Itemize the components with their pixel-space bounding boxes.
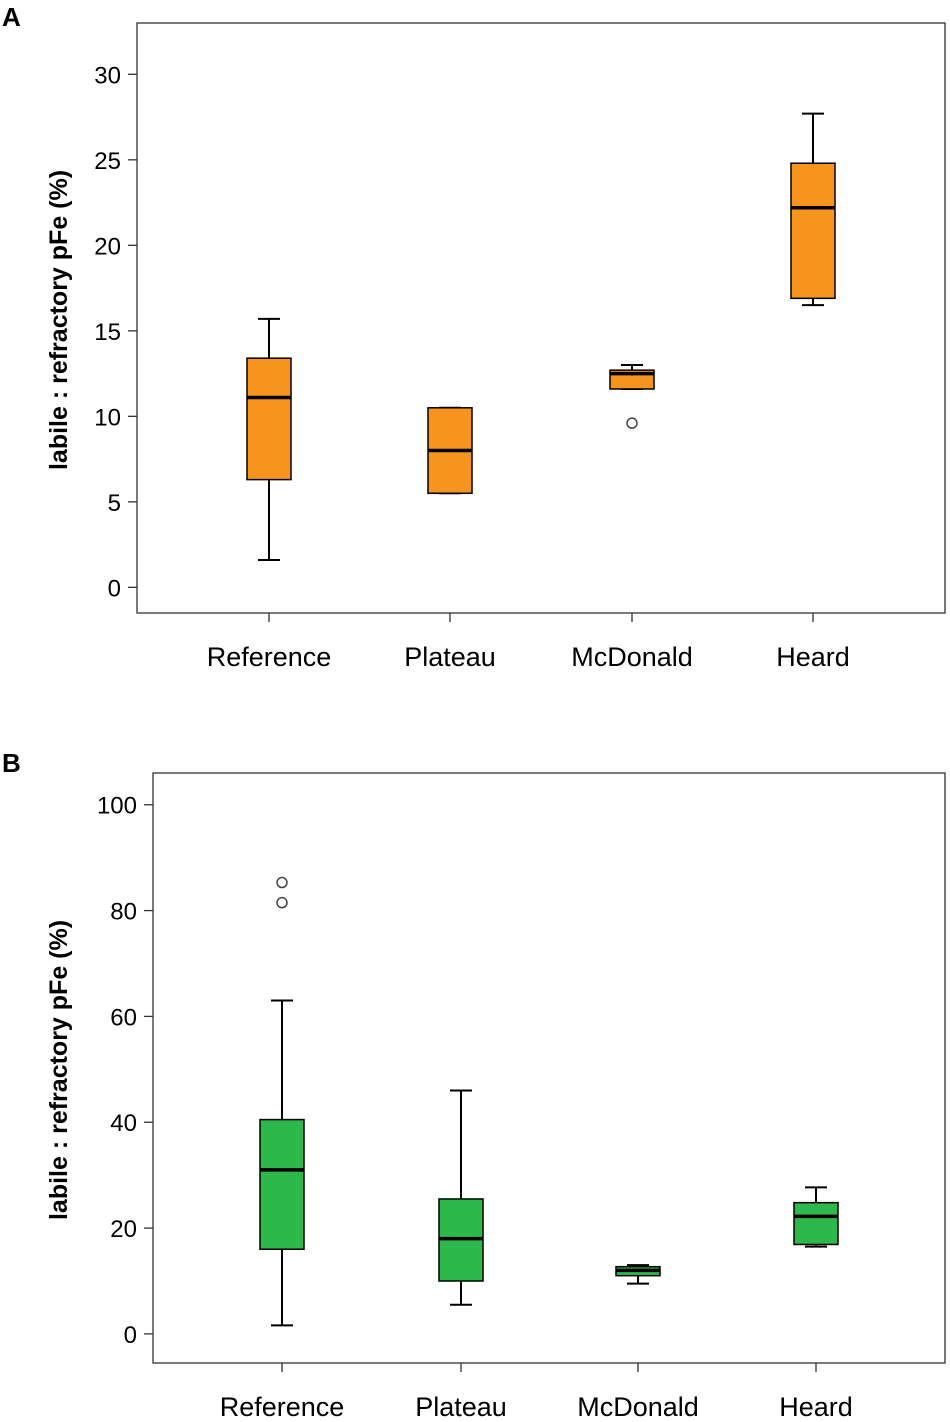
panel-b-box-reference — [259, 876, 305, 1327]
panel-b: B labile : refractory pFe (%) 0 20 40 60 80 1… — [2, 748, 946, 1422]
outlier-point — [276, 876, 288, 889]
panel-a-y-tick-label: 30 — [94, 62, 121, 89]
panel-a-y-tick-label: 0 — [108, 575, 121, 602]
outlier-point — [276, 896, 288, 909]
panel-a-label: A — [2, 2, 21, 32]
panel-b-box-plateau — [438, 1089, 484, 1306]
panel-a-y-axis-label: labile : refractory pFe (%) — [45, 170, 73, 470]
panel-a: A labile : refractory pFe (%) 0 5 10 15 20 25… — [2, 2, 946, 672]
panel-a-y-tick-label: 25 — [94, 148, 121, 175]
panel-a-category-label: McDonald — [571, 642, 693, 672]
panel-a-y-tick-label: 10 — [94, 404, 121, 431]
panel-a-category-label: Heard — [776, 642, 850, 672]
panel-b-category-label: Reference — [220, 1392, 345, 1422]
panel-b-category-label: Plateau — [415, 1392, 507, 1422]
panel-b-y-tick-label: 80 — [110, 899, 137, 926]
panel-a-box-plateau — [427, 406, 473, 495]
panel-b-category-label: Heard — [779, 1392, 853, 1422]
panel-b-box-heard — [793, 1186, 839, 1248]
panel-b-box-mcdonald — [615, 1264, 661, 1285]
panel-a-category-label: Reference — [207, 642, 332, 672]
panel-b-y-tick-label: 40 — [110, 1110, 137, 1137]
panel-b-y-ticks: 0 20 40 60 80 100 — [97, 793, 153, 1349]
panel-a-box-reference — [246, 317, 292, 561]
panel-b-label: B — [2, 748, 21, 778]
panel-b-category-label: McDonald — [577, 1392, 699, 1422]
panel-a-y-tick-label: 20 — [94, 233, 121, 260]
panel-a-box-heard — [790, 112, 836, 307]
interquartile-box — [246, 357, 292, 481]
panel-a-y-tick-label: 5 — [108, 490, 121, 517]
panel-a-y-tick-label: 15 — [94, 319, 121, 346]
panel-a-boxes — [246, 112, 836, 561]
panel-b-y-tick-label: 20 — [110, 1216, 137, 1243]
panel-b-y-axis-label: labile : refractory pFe (%) — [45, 920, 73, 1220]
panel-b-plot-frame — [152, 772, 946, 1364]
outlier-point — [626, 417, 638, 429]
panel-a-box-mcdonald — [609, 364, 655, 429]
interquartile-box — [793, 1201, 839, 1246]
panel-b-y-tick-label: 100 — [97, 793, 137, 820]
panel-a-y-ticks: 0 5 10 15 20 25 30 — [94, 62, 137, 602]
interquartile-box — [790, 162, 836, 300]
panel-a-plot-frame — [136, 22, 946, 614]
panel-b-x-ticks: Reference Plateau McDonald Heard — [220, 1363, 853, 1422]
panel-a-x-ticks: Reference Plateau McDonald Heard — [207, 613, 850, 672]
panel-b-y-tick-label: 60 — [110, 1004, 137, 1031]
interquartile-box — [259, 1118, 305, 1250]
panel-b-boxes — [259, 876, 839, 1327]
panel-b-y-tick-label: 0 — [124, 1322, 137, 1349]
panel-a-category-label: Plateau — [404, 642, 496, 672]
